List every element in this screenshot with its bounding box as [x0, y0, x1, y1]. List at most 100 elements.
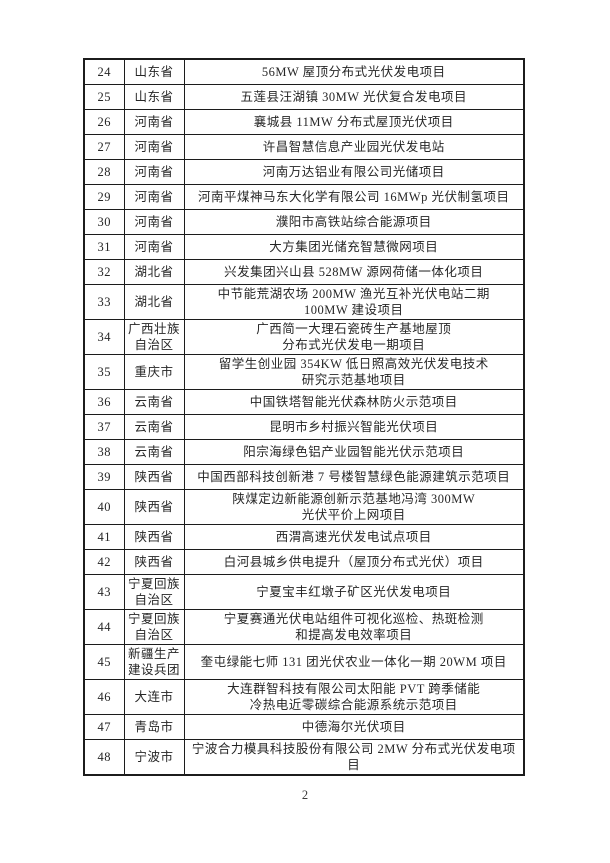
- table-row: 32 湖北省 兴发集团兴山县 528MW 源网荷储一体化项目: [83, 258, 525, 285]
- cell-region: 山东省: [123, 58, 185, 85]
- cell-region: 陕西省: [123, 488, 185, 525]
- cell-project: 阳宗海绿色铝产业园智能光伏示范项目: [183, 438, 525, 465]
- cell-no: 45: [83, 643, 125, 680]
- cell-no: 38: [83, 438, 125, 465]
- cell-no: 31: [83, 233, 125, 260]
- cell-no: 42: [83, 548, 125, 575]
- table-row: 39 陕西省 中国西部科技创新港 7 号楼智慧绿色能源建筑示范项目: [83, 463, 525, 490]
- table-row: 31 河南省 大方集团光储充智慧微网项目: [83, 233, 525, 260]
- cell-project: 襄城县 11MW 分布式屋顶光伏项目: [183, 108, 525, 135]
- cell-project: 宁夏赛通光伏电站组件可视化巡检、热斑检测 和提高发电效率项目: [183, 608, 525, 645]
- cell-project: 昆明市乡村振兴智能光伏项目: [183, 413, 525, 440]
- table-row: 36 云南省 中国铁塔智能光伏森林防火示范项目: [83, 388, 525, 415]
- cell-region: 宁夏回族 自治区: [123, 573, 185, 610]
- cell-no: 43: [83, 573, 125, 610]
- cell-region: 青岛市: [123, 713, 185, 740]
- table-row: 40 陕西省 陕煤定边新能源创新示范基地冯湾 300MW 光伏平价上网项目: [83, 488, 525, 525]
- table-row: 38 云南省 阳宗海绿色铝产业园智能光伏示范项目: [83, 438, 525, 465]
- cell-no: 30: [83, 208, 125, 235]
- cell-no: 25: [83, 83, 125, 110]
- table-row: 35 重庆市 留学生创业园 354KW 低日照高效光伏发电技术 研究示范基地项目: [83, 353, 525, 390]
- table-row: 42 陕西省 白河县城乡供电提升（屋顶分布式光伏）项目: [83, 548, 525, 575]
- cell-no: 36: [83, 388, 125, 415]
- cell-no: 44: [83, 608, 125, 645]
- table-row: 25 山东省 五莲县汪湖镇 30MW 光伏复合发电项目: [83, 83, 525, 110]
- cell-region: 河南省: [123, 133, 185, 160]
- cell-project: 宁波合力模具科技股份有限公司 2MW 分布式光伏发电项目: [183, 738, 525, 775]
- cell-region: 云南省: [123, 438, 185, 465]
- cell-no: 32: [83, 258, 125, 285]
- project-table: 24 山东省 56MW 屋顶分布式光伏发电项目 25 山东省 五莲县汪湖镇 30MW 光伏…: [83, 58, 525, 776]
- cell-no: 46: [83, 678, 125, 715]
- table-row: 43 宁夏回族 自治区 宁夏宝丰红墩子矿区光伏发电项目: [83, 573, 525, 610]
- table-row: 27 河南省 许昌智慧信息产业园光伏发电站: [83, 133, 525, 160]
- cell-project: 广西简一大理石瓷砖生产基地屋顶 分布式光伏发电一期项目: [183, 318, 525, 355]
- cell-no: 41: [83, 523, 125, 550]
- cell-project: 濮阳市高铁站综合能源项目: [183, 208, 525, 235]
- cell-no: 28: [83, 158, 125, 185]
- table-row: 48 宁波市 宁波合力模具科技股份有限公司 2MW 分布式光伏发电项目: [83, 738, 525, 775]
- cell-region: 河南省: [123, 158, 185, 185]
- cell-project: 宁夏宝丰红墩子矿区光伏发电项目: [183, 573, 525, 610]
- table-row: 47 青岛市 中德海尔光伏项目: [83, 713, 525, 740]
- table-row: 24 山东省 56MW 屋顶分布式光伏发电项目: [83, 58, 525, 85]
- cell-project: 留学生创业园 354KW 低日照高效光伏发电技术 研究示范基地项目: [183, 353, 525, 390]
- cell-region: 大连市: [123, 678, 185, 715]
- cell-project: 河南万达铝业有限公司光储项目: [183, 158, 525, 185]
- cell-project: 大方集团光储充智慧微网项目: [183, 233, 525, 260]
- table-row: 44 宁夏回族 自治区 宁夏赛通光伏电站组件可视化巡检、热斑检测 和提高发电效率项目: [83, 608, 525, 645]
- cell-region: 陕西省: [123, 548, 185, 575]
- cell-region: 河南省: [123, 233, 185, 260]
- cell-project: 白河县城乡供电提升（屋顶分布式光伏）项目: [183, 548, 525, 575]
- cell-region: 河南省: [123, 108, 185, 135]
- cell-no: 37: [83, 413, 125, 440]
- cell-no: 39: [83, 463, 125, 490]
- cell-no: 29: [83, 183, 125, 210]
- cell-region: 广西壮族 自治区: [123, 318, 185, 355]
- cell-region: 湖北省: [123, 283, 185, 320]
- table-row: 46 大连市 大连群智科技有限公司太阳能 PVT 跨季储能 冷热电近零碳综合能源系统…: [83, 678, 525, 715]
- cell-project: 56MW 屋顶分布式光伏发电项目: [183, 58, 525, 85]
- cell-project: 中节能荒湖农场 200MW 渔光互补光伏电站二期 100MW 建设项目: [183, 283, 525, 320]
- cell-region: 湖北省: [123, 258, 185, 285]
- cell-project: 兴发集团兴山县 528MW 源网荷储一体化项目: [183, 258, 525, 285]
- cell-region: 宁波市: [123, 738, 185, 775]
- cell-no: 40: [83, 488, 125, 525]
- cell-region: 宁夏回族 自治区: [123, 608, 185, 645]
- cell-project: 五莲县汪湖镇 30MW 光伏复合发电项目: [183, 83, 525, 110]
- table-row: 33 湖北省 中节能荒湖农场 200MW 渔光互补光伏电站二期 100MW 建设项目: [83, 283, 525, 320]
- cell-project: 中德海尔光伏项目: [183, 713, 525, 740]
- cell-project: 河南平煤神马东大化学有限公司 16MWp 光伏制氢项目: [183, 183, 525, 210]
- cell-region: 新疆生产 建设兵团: [123, 643, 185, 680]
- cell-region: 河南省: [123, 208, 185, 235]
- cell-region: 重庆市: [123, 353, 185, 390]
- table-row: 41 陕西省 西渭高速光伏发电试点项目: [83, 523, 525, 550]
- cell-region: 河南省: [123, 183, 185, 210]
- cell-region: 陕西省: [123, 523, 185, 550]
- cell-region: 云南省: [123, 413, 185, 440]
- cell-no: 48: [83, 738, 125, 775]
- cell-project: 大连群智科技有限公司太阳能 PVT 跨季储能 冷热电近零碳综合能源系统示范项目: [183, 678, 525, 715]
- table-row: 29 河南省 河南平煤神马东大化学有限公司 16MWp 光伏制氢项目: [83, 183, 525, 210]
- cell-no: 26: [83, 108, 125, 135]
- cell-no: 35: [83, 353, 125, 390]
- table-body: 24 山东省 56MW 屋顶分布式光伏发电项目 25 山东省 五莲县汪湖镇 30MW 光伏…: [83, 58, 525, 775]
- cell-region: 山东省: [123, 83, 185, 110]
- cell-project: 中国西部科技创新港 7 号楼智慧绿色能源建筑示范项目: [183, 463, 525, 490]
- table-row: 26 河南省 襄城县 11MW 分布式屋顶光伏项目: [83, 108, 525, 135]
- table-row: 30 河南省 濮阳市高铁站综合能源项目: [83, 208, 525, 235]
- cell-project: 许昌智慧信息产业园光伏发电站: [183, 133, 525, 160]
- cell-no: 47: [83, 713, 125, 740]
- cell-no: 33: [83, 283, 125, 320]
- cell-project: 陕煤定边新能源创新示范基地冯湾 300MW 光伏平价上网项目: [183, 488, 525, 525]
- table-row: 37 云南省 昆明市乡村振兴智能光伏项目: [83, 413, 525, 440]
- page-number: 2: [301, 788, 309, 802]
- cell-region: 云南省: [123, 388, 185, 415]
- cell-region: 陕西省: [123, 463, 185, 490]
- cell-project: 中国铁塔智能光伏森林防火示范项目: [183, 388, 525, 415]
- cell-no: 27: [83, 133, 125, 160]
- table-row: 28 河南省 河南万达铝业有限公司光储项目: [83, 158, 525, 185]
- cell-no: 24: [83, 58, 125, 85]
- cell-project: 西渭高速光伏发电试点项目: [183, 523, 525, 550]
